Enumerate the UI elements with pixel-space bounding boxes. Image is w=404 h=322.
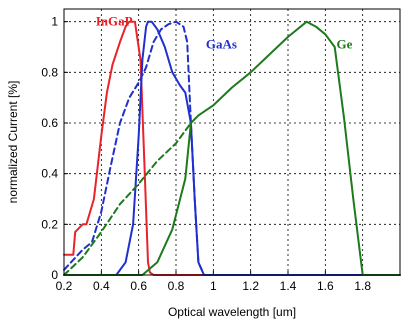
series-annotation: GaAs [206,36,237,51]
y-tick-labels: 0 0.2 0.4 0.6 0.8 1 [41,15,58,282]
x-tick-label: 1.8 [354,279,371,293]
y-tick-label: 0.8 [41,65,58,79]
y-tick-label: 0 [51,268,58,282]
series-annotation: Ge [337,36,353,51]
series-layer [63,20,401,276]
x-tick-label: 0.8 [168,279,185,293]
x-tick-label: 1.6 [317,279,334,293]
series-annotation: InGaP [96,14,133,29]
x-tick-label: 1 [210,279,217,293]
x-tick-label: 0.2 [56,279,73,293]
x-tick-label: 1.4 [280,279,297,293]
x-tick-label: 0.4 [93,279,110,293]
plot-frame [63,8,401,276]
y-axis-label: normalized Current [%] [6,81,20,204]
x-tick-label: 1.2 [242,279,259,293]
series-line-3 [63,20,205,276]
series-line-1 [63,20,401,276]
y-tick-label: 1 [51,15,58,29]
series-line-4 [63,122,192,276]
y-tick-label: 0.2 [41,217,58,231]
x-tick-labels: 0.2 0.4 0.6 0.8 1 1.2 1.4 1.6 1.8 [56,279,372,293]
y-tick-label: 0.6 [41,116,58,130]
annotations: InGaP GaAs Ge [96,14,353,52]
y-tick-label: 0.4 [41,167,58,181]
series-line-5 [63,20,401,276]
x-axis-label: Optical wavelength [um] [168,305,296,319]
x-tick-label: 0.6 [130,279,147,293]
